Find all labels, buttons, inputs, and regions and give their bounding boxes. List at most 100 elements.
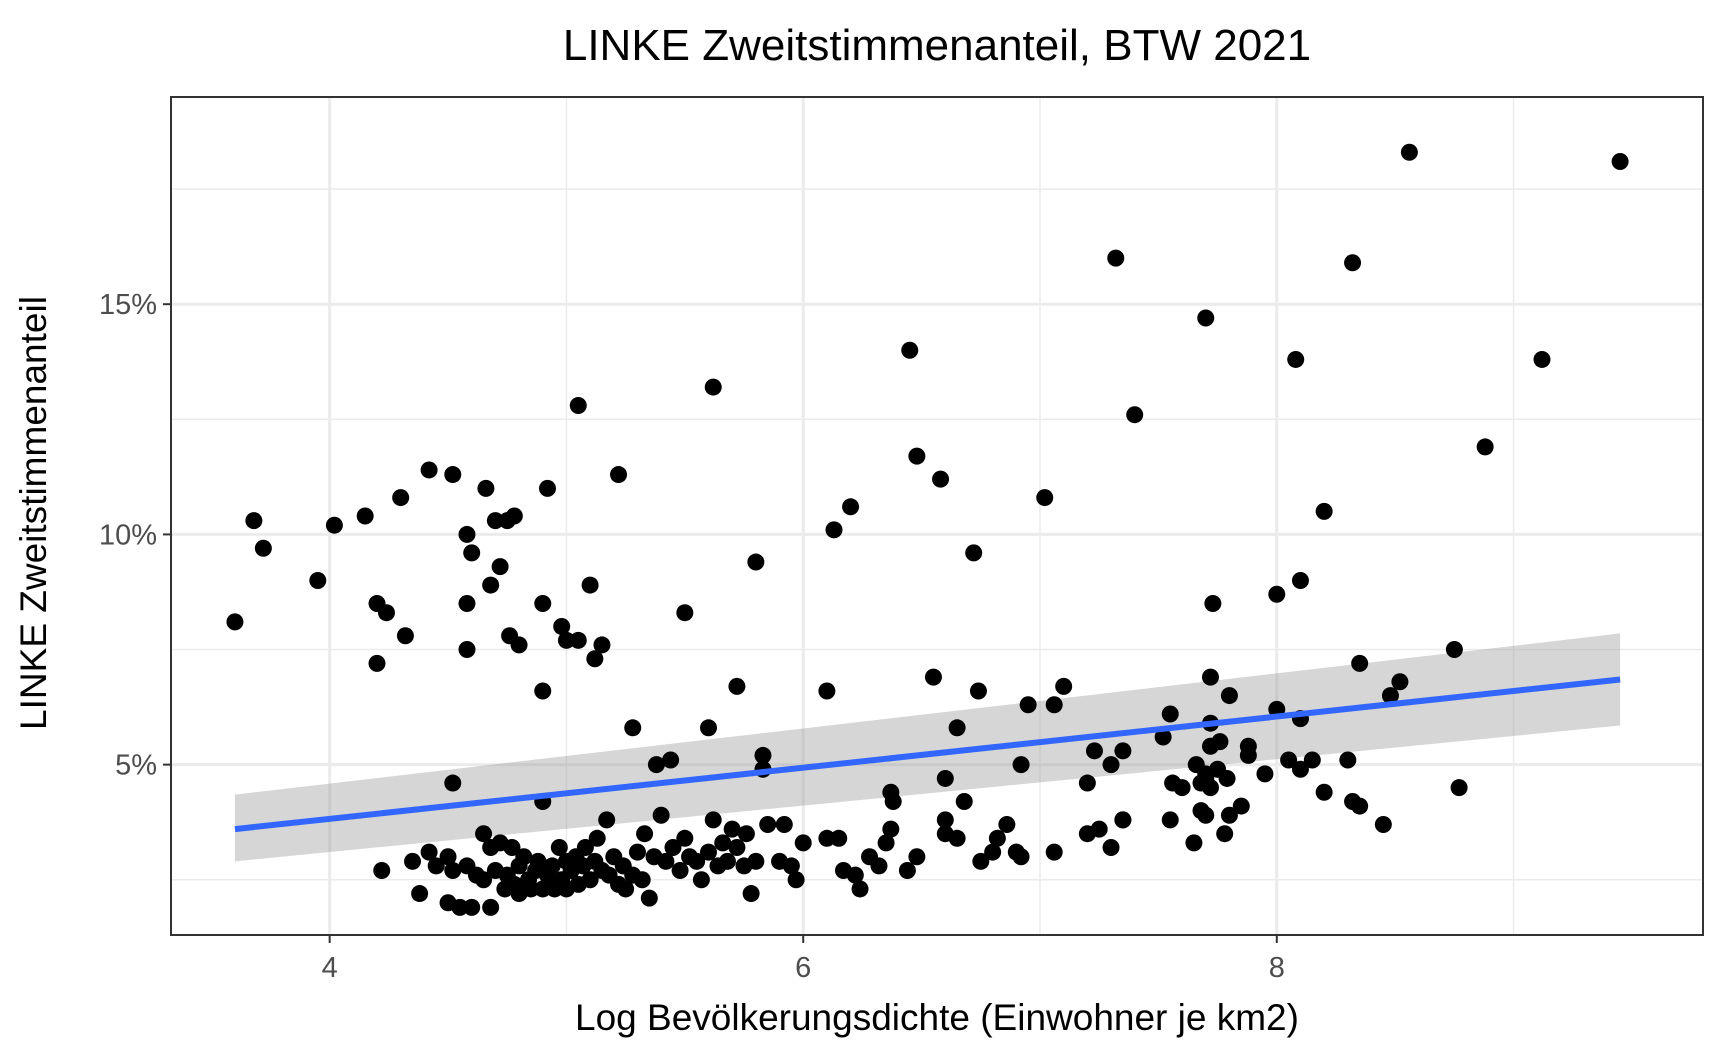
data-point [640, 889, 658, 907]
data-point [1218, 769, 1236, 787]
data-point [636, 825, 654, 843]
data-point [458, 641, 476, 659]
data-point [569, 396, 587, 414]
data-point [624, 719, 642, 737]
data-point [825, 521, 843, 539]
trend-line [234, 676, 1621, 833]
data-point [1045, 843, 1063, 861]
data-point [700, 719, 718, 737]
data-point [1280, 751, 1298, 769]
data-point [1445, 641, 1463, 659]
data-point [598, 811, 616, 829]
data-point [482, 576, 500, 594]
data-point [1045, 696, 1063, 714]
data-point [818, 829, 836, 847]
data-point [593, 636, 611, 654]
data-point [503, 839, 521, 857]
data-point [633, 871, 651, 889]
data-point [714, 834, 732, 852]
data-point [870, 857, 888, 875]
data-point [1012, 848, 1030, 866]
data-point [1161, 705, 1179, 723]
data-point [463, 544, 481, 562]
data-point [718, 852, 736, 870]
data-point [936, 769, 954, 787]
y-tick-label: 10% [99, 519, 157, 551]
data-point [586, 650, 604, 668]
data-point [1204, 594, 1222, 612]
data-point [420, 461, 438, 479]
data-point [830, 829, 848, 847]
data-point [754, 746, 772, 764]
data-point [842, 498, 860, 516]
data-point [373, 862, 391, 880]
data-point [529, 852, 547, 870]
data-point [1201, 668, 1219, 686]
data-point [998, 815, 1016, 833]
data-point [676, 829, 694, 847]
data-point [965, 544, 983, 562]
data-point [988, 829, 1006, 847]
data-point [356, 507, 374, 525]
data-point [444, 774, 462, 792]
data-point [1102, 756, 1120, 774]
data-point [688, 852, 706, 870]
data-point [1374, 815, 1392, 833]
data-point [505, 507, 523, 525]
data-point [1216, 825, 1234, 843]
data-point [420, 843, 438, 861]
data-point [1185, 834, 1203, 852]
data-point [534, 682, 552, 700]
data-point [1400, 143, 1418, 161]
data-point [1102, 839, 1120, 857]
data-point [1339, 751, 1357, 769]
data-point [1126, 406, 1144, 424]
data-point [747, 852, 765, 870]
data-point [1220, 687, 1238, 705]
data-point [932, 470, 950, 488]
data-point [1197, 309, 1215, 327]
data-point [846, 866, 864, 884]
data-point [692, 871, 710, 889]
data-point [787, 871, 805, 889]
data-point [581, 576, 599, 594]
data-point [404, 852, 422, 870]
data-point [948, 719, 966, 737]
data-point [737, 825, 755, 843]
data-point [569, 631, 587, 649]
data-point [877, 834, 895, 852]
data-point [411, 885, 429, 903]
data-point [515, 848, 533, 866]
data-point [1090, 820, 1108, 838]
data-point [1232, 797, 1250, 815]
data-point [884, 792, 902, 810]
data-point [226, 613, 244, 631]
panel-border [170, 96, 1704, 936]
data-point [794, 834, 812, 852]
data-point [657, 852, 675, 870]
x-axis: 4 6 8 [322, 935, 1285, 984]
data-point [550, 839, 568, 857]
data-point [664, 839, 682, 857]
data-point [610, 466, 628, 484]
data-point [522, 880, 540, 898]
data-point [617, 880, 635, 898]
data-point [901, 341, 919, 359]
data-point [377, 604, 395, 622]
data-point [628, 843, 646, 861]
data-point [1351, 654, 1369, 672]
data-point [1012, 756, 1030, 774]
chart-title: LINKE Zweitstimmenanteil, BTW 2021 [563, 21, 1311, 70]
x-tick-label: 4 [322, 952, 338, 984]
data-point [662, 751, 680, 769]
data-point [1078, 774, 1096, 792]
y-axis-title: LINKE Zweitstimmenanteil [13, 296, 54, 730]
data-point [1256, 765, 1274, 783]
data-point [1611, 152, 1629, 170]
y-axis: 5% 10% 15% [99, 289, 171, 782]
data-point [1161, 811, 1179, 829]
data-point [1351, 797, 1369, 815]
data-point [1315, 783, 1333, 801]
data-point [538, 479, 556, 497]
